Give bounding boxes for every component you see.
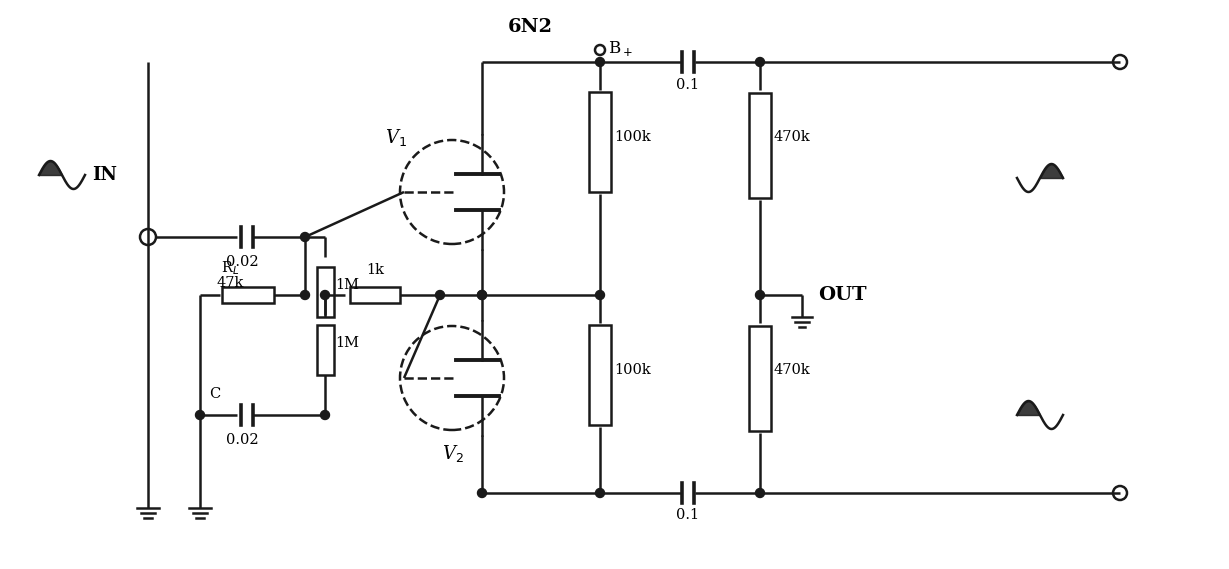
Bar (317, 267, 333, 317)
Circle shape (195, 410, 204, 419)
Circle shape (596, 489, 605, 497)
Text: 470k: 470k (774, 363, 811, 377)
Circle shape (756, 291, 764, 299)
Circle shape (478, 291, 487, 299)
Circle shape (756, 489, 764, 497)
Text: OUT: OUT (819, 286, 866, 304)
Circle shape (321, 291, 329, 299)
Text: 100k: 100k (614, 363, 650, 377)
Bar (748, 93, 771, 197)
Text: 1M: 1M (336, 278, 359, 292)
Text: 1k: 1k (366, 263, 383, 277)
Bar (589, 92, 611, 192)
Text: 0.02: 0.02 (226, 255, 258, 269)
Circle shape (596, 291, 605, 299)
Circle shape (321, 410, 329, 419)
Text: 100k: 100k (614, 130, 650, 144)
Bar (317, 325, 333, 375)
Circle shape (301, 233, 310, 241)
Text: 470k: 470k (774, 130, 811, 144)
Circle shape (435, 291, 445, 299)
Text: 0.1: 0.1 (676, 78, 699, 92)
Bar (222, 287, 274, 303)
Text: V$_1$: V$_1$ (385, 126, 407, 147)
Text: 0.02: 0.02 (226, 433, 258, 447)
Text: 6N2: 6N2 (508, 18, 553, 36)
Text: 47k: 47k (216, 276, 243, 290)
Text: 0.1: 0.1 (676, 508, 699, 522)
Text: 1M: 1M (336, 336, 359, 350)
Bar (748, 325, 771, 431)
Circle shape (756, 57, 764, 67)
Circle shape (301, 291, 310, 299)
Text: C: C (209, 387, 221, 401)
Text: V$_2$: V$_2$ (442, 443, 463, 464)
Bar (589, 325, 611, 425)
Circle shape (596, 57, 605, 67)
Bar (350, 287, 399, 303)
Text: B$_+$: B$_+$ (608, 39, 633, 57)
Text: IN: IN (92, 166, 117, 184)
Circle shape (478, 489, 487, 497)
Circle shape (478, 291, 487, 299)
Text: R$_L$: R$_L$ (221, 259, 240, 277)
